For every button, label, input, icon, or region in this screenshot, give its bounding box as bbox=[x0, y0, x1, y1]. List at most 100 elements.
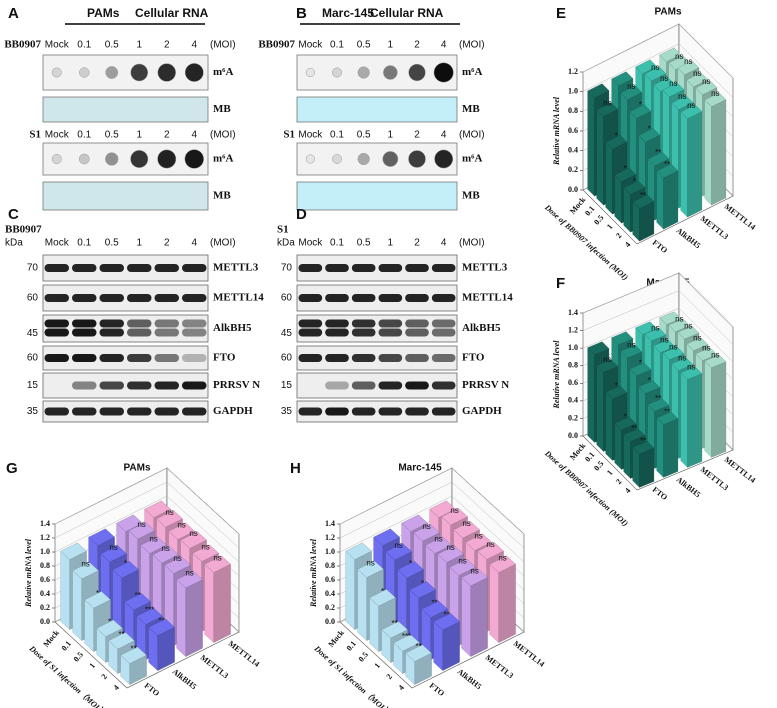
dot bbox=[157, 149, 177, 169]
value-label: ns bbox=[173, 554, 181, 563]
band bbox=[182, 319, 207, 328]
bar-top bbox=[120, 646, 147, 664]
dot-strip bbox=[296, 54, 458, 91]
panel-letter: C bbox=[8, 206, 19, 223]
value-label: ns bbox=[684, 57, 692, 66]
bar-top bbox=[623, 180, 646, 195]
value-label: ns bbox=[675, 52, 683, 61]
dose-label: Mock bbox=[298, 238, 323, 249]
band bbox=[99, 381, 124, 390]
value-label: ns bbox=[675, 314, 683, 323]
x-tick-label: 1 bbox=[372, 661, 381, 670]
mw-unit: kDa bbox=[277, 238, 295, 249]
dot bbox=[184, 63, 204, 82]
bar-top bbox=[647, 151, 670, 167]
y-tick-label: 1.0 bbox=[568, 343, 578, 352]
dose-label: 1 bbox=[136, 130, 142, 141]
mb-strip bbox=[296, 181, 458, 211]
bar-top bbox=[140, 536, 167, 554]
value-label: ns bbox=[651, 63, 659, 72]
blot-strip bbox=[296, 372, 458, 399]
panel-letter: F bbox=[556, 275, 565, 292]
bar-top bbox=[596, 102, 619, 117]
series-label: FTO bbox=[143, 681, 161, 698]
band bbox=[127, 264, 152, 272]
value-label: ns bbox=[137, 520, 145, 529]
band bbox=[72, 319, 97, 328]
bar-top bbox=[128, 522, 155, 540]
y-tick-label: 1.0 bbox=[568, 86, 578, 95]
bar-side bbox=[663, 170, 679, 230]
value-label: * bbox=[381, 587, 384, 596]
value-label: ns bbox=[603, 99, 611, 108]
dose-label: 4 bbox=[191, 40, 197, 51]
mw-marker: 35 bbox=[281, 406, 293, 417]
bar-top bbox=[662, 82, 685, 98]
bar bbox=[405, 644, 432, 685]
mw-marker: 15 bbox=[27, 380, 39, 391]
band bbox=[351, 264, 376, 272]
band bbox=[405, 294, 429, 302]
grid-line bbox=[54, 495, 240, 563]
band bbox=[298, 294, 323, 302]
blot-strip bbox=[42, 254, 209, 282]
bar-top bbox=[638, 380, 661, 394]
bar-top bbox=[88, 528, 115, 546]
y-tick-label: 0.6 bbox=[325, 575, 335, 584]
bar-side bbox=[639, 447, 655, 488]
dot bbox=[78, 153, 90, 165]
x-tick-label: 0.1 bbox=[583, 450, 596, 463]
bar bbox=[148, 618, 175, 671]
band bbox=[325, 264, 349, 272]
mb-strip bbox=[42, 96, 209, 123]
row-label: METTL3 bbox=[213, 262, 259, 274]
bar-front bbox=[461, 577, 471, 657]
band bbox=[298, 328, 323, 337]
dot bbox=[332, 67, 342, 78]
value-label: ns bbox=[702, 343, 710, 352]
bar bbox=[489, 555, 516, 643]
series-label: FTO bbox=[428, 681, 446, 698]
y-tick-label: 0.4 bbox=[325, 589, 335, 598]
dose-label: 4 bbox=[191, 238, 197, 249]
value-label: ns bbox=[678, 353, 686, 362]
blot-strip bbox=[42, 314, 209, 343]
band bbox=[405, 264, 429, 272]
dose-label: 1 bbox=[388, 130, 394, 141]
bar-top bbox=[680, 366, 703, 380]
band bbox=[405, 407, 429, 416]
header-subtitle: Cellular RNA bbox=[135, 6, 209, 20]
dot bbox=[184, 149, 204, 169]
grid-line bbox=[582, 307, 734, 363]
dot bbox=[434, 149, 454, 169]
dot bbox=[332, 154, 342, 164]
band bbox=[378, 294, 403, 302]
value-label: ns bbox=[711, 89, 719, 98]
value-label: ** bbox=[443, 611, 449, 620]
value-label: ns bbox=[394, 541, 402, 550]
bar-top bbox=[124, 593, 151, 611]
row-label: m⁶A bbox=[462, 66, 482, 78]
bar-top bbox=[644, 66, 667, 82]
dose-label: 0.5 bbox=[357, 238, 371, 249]
series-label: AlkBH5 bbox=[675, 226, 703, 250]
y-tick-label: 0.0 bbox=[325, 617, 335, 626]
value-label: *** bbox=[145, 605, 154, 614]
bar-top bbox=[357, 560, 384, 578]
bar bbox=[461, 568, 488, 657]
panel-letter: A bbox=[8, 5, 19, 22]
bar-top bbox=[413, 524, 440, 542]
dot-strip bbox=[42, 142, 209, 176]
band bbox=[44, 294, 69, 302]
y-tick-label: 1.4 bbox=[325, 519, 335, 528]
blot-strip bbox=[42, 345, 209, 371]
band bbox=[351, 407, 376, 416]
bar-front bbox=[369, 597, 379, 652]
band bbox=[378, 319, 403, 328]
bar-top bbox=[659, 311, 682, 325]
bar-front bbox=[656, 170, 664, 230]
dose-label: 2 bbox=[164, 130, 170, 141]
bar-top bbox=[381, 621, 408, 639]
band bbox=[351, 319, 376, 328]
